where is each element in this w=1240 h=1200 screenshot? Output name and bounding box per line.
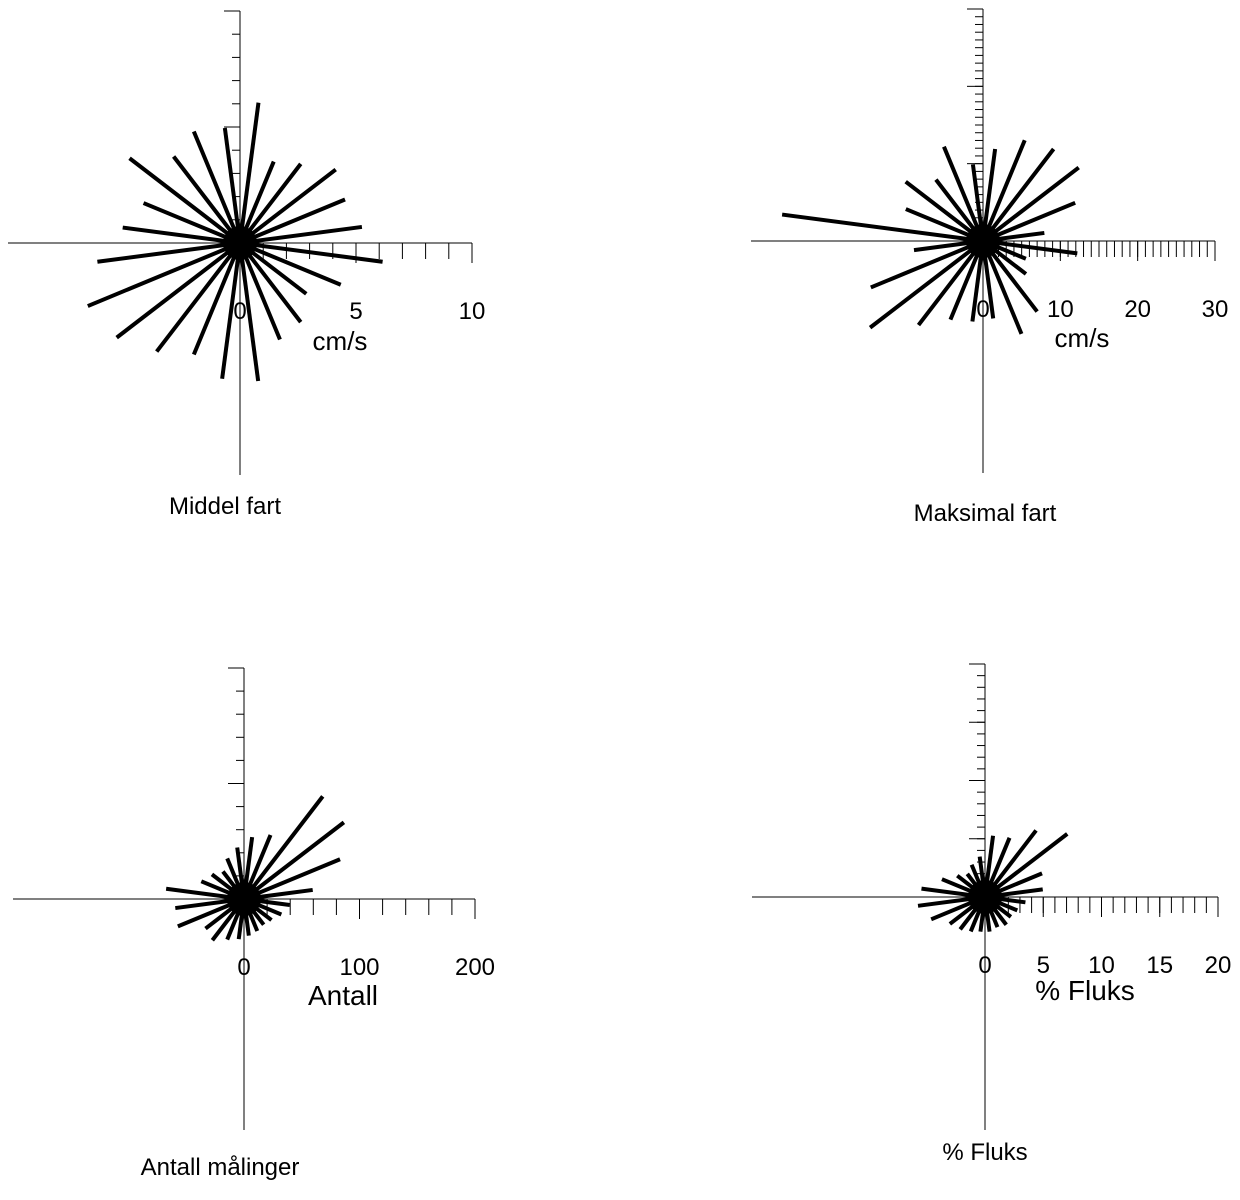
spoke [191,242,242,356]
spoke [868,239,985,330]
caption: % Fluks [942,1139,1027,1166]
x-tick-label: 0 [976,296,989,323]
spoke [122,225,241,245]
x-tick-label: 15 [1146,952,1173,979]
center-hub [227,882,261,916]
spoke [220,242,242,379]
axis-label: % Fluks [1035,975,1135,1006]
center-hub [966,224,1000,258]
spoke [239,241,342,287]
spoke [870,239,984,290]
x-tick-label: 10 [1047,296,1074,323]
spoke [238,242,261,382]
spoke [981,139,1027,242]
x-tick-label: 5 [1037,952,1050,979]
spoke [172,155,242,245]
spoke [981,165,1080,243]
spoke [916,239,985,327]
spoke [239,224,363,245]
spoke [239,197,346,245]
spoke [155,241,242,353]
spoke [128,156,242,245]
spoke [222,127,242,244]
x-tick-label: 5 [349,298,362,325]
spoke [115,241,242,340]
x-tick-label: 0 [978,952,991,979]
x-tick-label: 200 [455,954,495,981]
spoke [981,147,1056,243]
x-tick-label: 10 [459,298,486,325]
axis-label: cm/s [313,326,368,356]
x-tick-label: 100 [339,954,379,981]
spoke [238,167,337,245]
x-tick-label: 20 [1205,952,1232,979]
spoke [238,242,282,341]
spoke [242,795,325,901]
caption: Maksimal fart [914,500,1057,527]
x-tick-label: 0 [237,954,250,981]
center-hub [223,226,257,260]
spoke [243,857,341,901]
spoke [983,832,1069,899]
center-hub [968,880,1002,914]
x-tick-label: 20 [1124,296,1151,323]
spoke [238,102,261,244]
x-tick-label: 10 [1088,952,1115,979]
caption: Antall målinger [141,1154,300,1181]
spoke [942,145,985,242]
spoke [97,241,241,264]
axis-label: Antall [308,980,378,1011]
x-tick-label: 0 [233,298,246,325]
spoke [142,201,241,245]
caption: Middel fart [169,493,281,520]
axis-label: cm/s [1055,323,1110,353]
spoke [87,241,241,308]
spoke [191,130,242,244]
spoke [242,820,346,901]
spoke [781,212,984,243]
spoke [239,241,383,264]
x-tick-label: 30 [1202,296,1229,323]
